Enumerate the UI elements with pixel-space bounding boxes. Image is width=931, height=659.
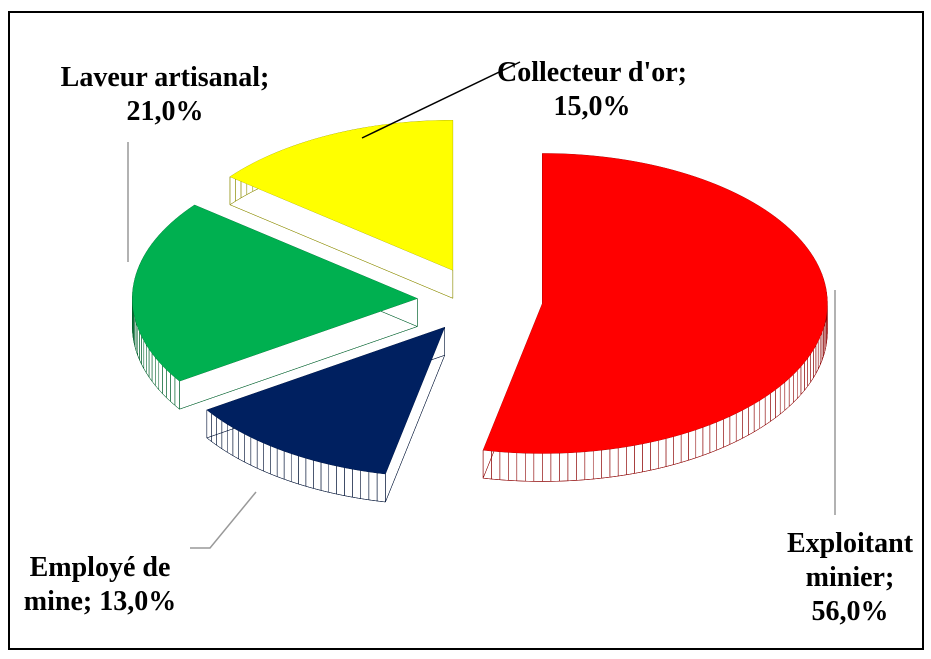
- slice: [206, 326, 446, 503]
- data-label: Collecteur d'or; 15,0%: [497, 57, 687, 122]
- slice-top: [132, 204, 418, 382]
- leader-line: [361, 61, 521, 139]
- slice: [132, 204, 419, 410]
- data-label: Employé de mine; 13,0%: [23, 552, 177, 617]
- data-label: Laveur artisanal; 21,0%: [60, 62, 270, 127]
- slice: [229, 120, 454, 299]
- slice-top: [483, 153, 828, 454]
- slice: [482, 153, 828, 482]
- leader-line: [190, 491, 257, 549]
- leader-lines: [127, 61, 836, 549]
- slices: [132, 120, 828, 503]
- chart-border: [8, 11, 924, 650]
- data-label: Exploitant minier; 56,0%: [786, 528, 914, 627]
- slice-top: [229, 120, 453, 271]
- slice-top: [206, 327, 445, 474]
